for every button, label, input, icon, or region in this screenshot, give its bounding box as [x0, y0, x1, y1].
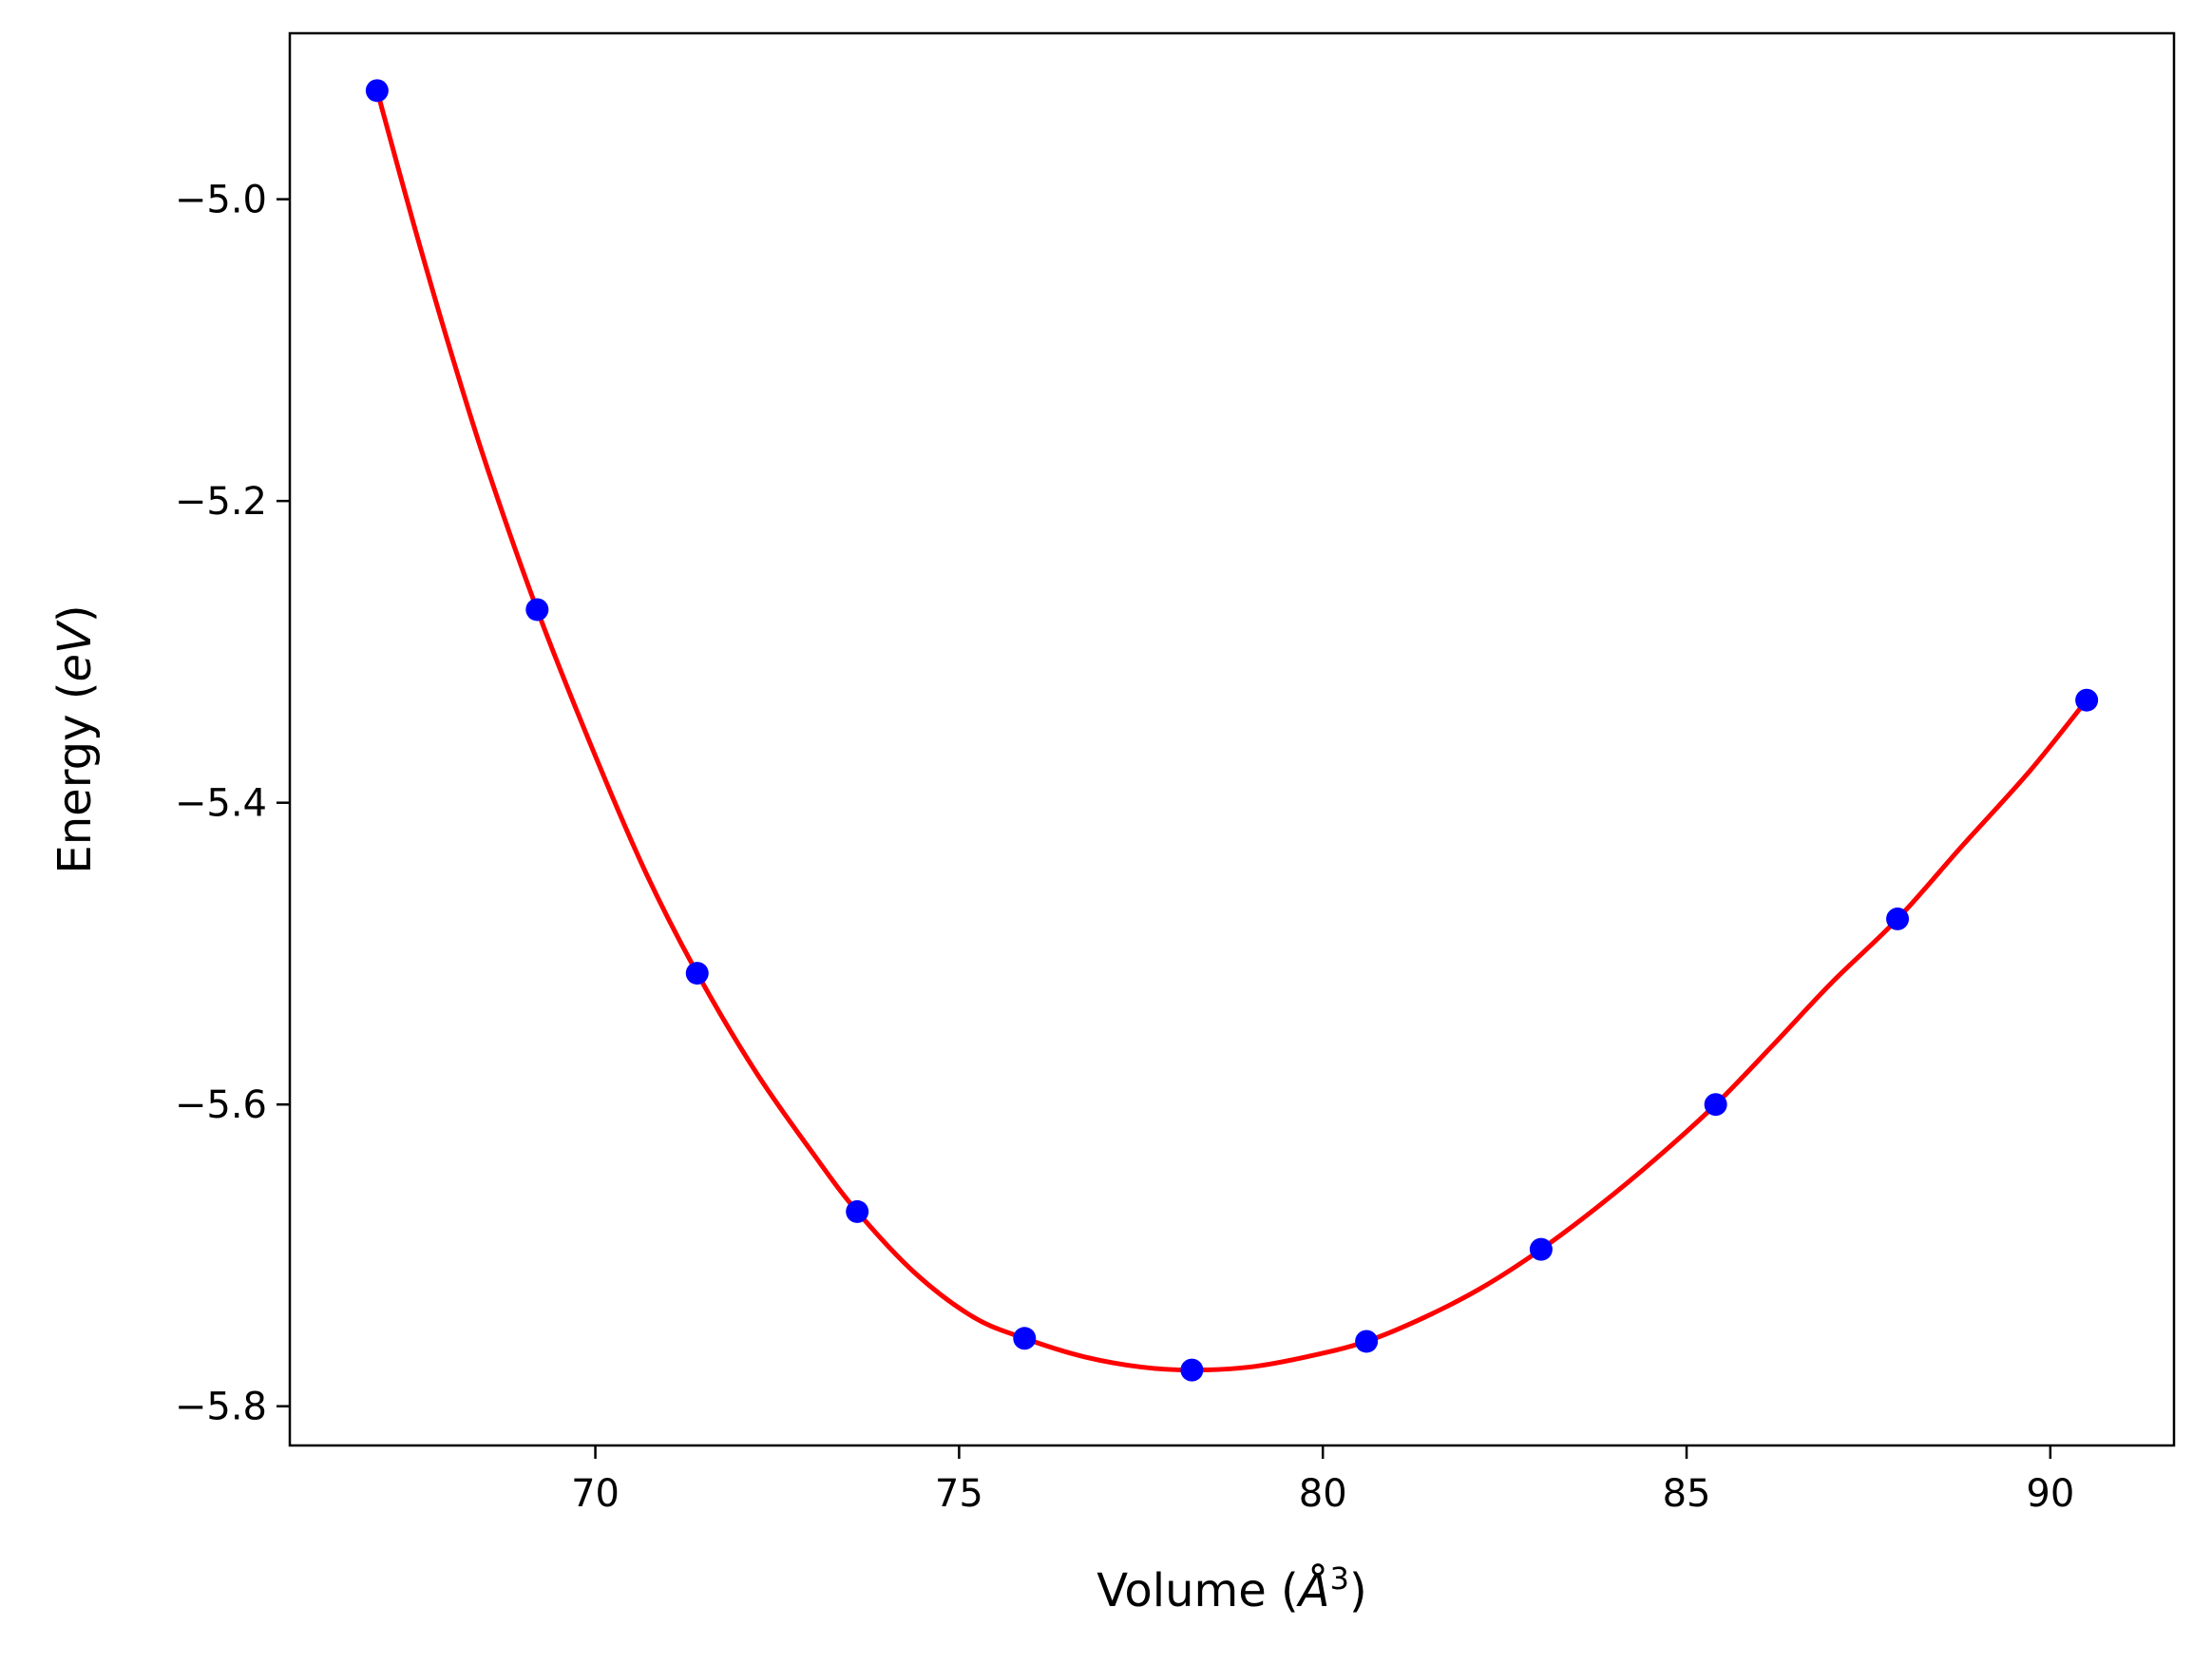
y-axis-label-suffix: ) [48, 604, 102, 622]
data-point [1355, 1330, 1379, 1353]
y-tick-label: −5.0 [175, 179, 267, 222]
x-tick-label: 80 [1299, 1472, 1347, 1516]
y-axis-label-unit: eV [48, 620, 102, 682]
data-point [685, 962, 709, 986]
y-tick-label: −5.2 [175, 480, 267, 524]
y-tick-label: −5.8 [175, 1386, 267, 1429]
data-point [1886, 907, 1910, 930]
x-tick-label: 70 [571, 1472, 620, 1516]
x-axis-label-unit: Å [1296, 1563, 1330, 1617]
x-axis-label: Volume (Å3) [1096, 1560, 1366, 1617]
x-axis-label-prefix: Volume ( [1096, 1564, 1299, 1617]
x-tick-label: 90 [2026, 1472, 2074, 1516]
y-tick-label: −5.4 [175, 782, 267, 826]
data-point [365, 79, 389, 103]
data-point [525, 598, 549, 622]
data-point [2075, 688, 2099, 712]
fit-curve-line [374, 89, 2089, 1373]
y-tick-label: −5.6 [175, 1083, 267, 1127]
data-point [1704, 1093, 1727, 1117]
x-tick-label: 75 [935, 1472, 983, 1516]
data-point [846, 1199, 869, 1223]
tick-layer: 70 75 80 85 90 −5.8 −5.6 −5.4 −5.2 −5.0 [175, 179, 2074, 1516]
y-axis-label: Energy (eV) [48, 604, 102, 873]
data-point [1180, 1358, 1204, 1382]
x-axis-label-suffix: ) [1349, 1564, 1367, 1617]
data-point [1529, 1237, 1553, 1261]
plot-frame [288, 31, 2176, 1447]
y-axis-label-prefix: Energy ( [48, 682, 102, 874]
x-tick-label: 85 [1663, 1472, 1711, 1516]
data-point [1013, 1327, 1037, 1350]
plot-area [365, 79, 2099, 1382]
x-axis-label-exponent: 3 [1330, 1560, 1349, 1597]
